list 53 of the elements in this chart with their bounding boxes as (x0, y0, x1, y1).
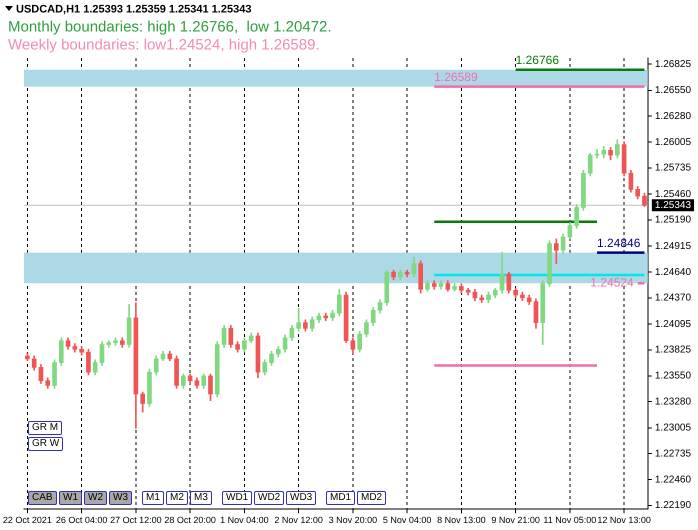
chart-title: USDCAD,H1 1.25393 1.25359 1.25341 1.25343 (16, 4, 252, 16)
annotation: M1 (142, 491, 164, 506)
y-tick-label: 1.25735 (654, 162, 692, 174)
x-tick-label: 3 Nov 20:00 (328, 515, 378, 526)
annotation: WD1 (222, 491, 252, 506)
y-tick-label: 1.22460 (654, 474, 692, 486)
text: Weekly boundaries: low1.24524, high 1.26589. (8, 36, 320, 54)
annotation: M2 (166, 491, 188, 506)
series-label: 1.26589 (434, 70, 478, 84)
candlestick (594, 149, 600, 158)
x-tick-label: 2 Nov 12:00 (274, 515, 323, 526)
y-tick-label: 1.23280 (654, 396, 692, 408)
annotation: WD3 (286, 491, 316, 506)
ref-line-label: 1.25343 (654, 200, 692, 212)
y-tick-label: 1.26280 (654, 110, 692, 122)
annotation: MD1 (326, 491, 356, 506)
x-tick-label: 8 Nov 13:00 (437, 515, 486, 526)
y-tick-label: 1.26005 (654, 136, 692, 148)
y-tick-label: 1.25460 (654, 188, 692, 200)
y-tick-label: 1.26825 (654, 58, 692, 70)
x-tick-label: 9 Nov 21:00 (491, 515, 540, 526)
x-tick-label: 1 Nov 04:00 (220, 515, 269, 526)
y-tick-label: 1.25190 (654, 214, 692, 226)
annotation: GR W (28, 437, 64, 452)
annotation: WD2 (254, 491, 284, 506)
y-tick-label: 1.26550 (654, 85, 692, 96)
x-tick-label: 27 Oct 12:00 (110, 515, 162, 526)
annotation: W2 (84, 491, 107, 506)
y-tick-label: 1.22190 (654, 500, 692, 512)
y-tick-label: 1.24370 (654, 292, 692, 304)
annotation: GR M (28, 421, 62, 436)
y-tick-label: 1.24095 (654, 318, 692, 330)
x-tick-label: 26 Oct 04:00 (56, 515, 108, 526)
annotation: M3 (190, 491, 212, 506)
annotation: CAB (28, 491, 57, 506)
series-label: 1.24846 (596, 236, 641, 250)
y-tick-label: 1.23005 (654, 422, 692, 434)
text: Monthly boundaries: high 1.26766, low 1.20472. (8, 18, 332, 36)
y-tick-label: 1.24640 (654, 266, 692, 278)
y-tick-label: 1.23825 (654, 344, 692, 356)
y-tick-label: 1.24915 (654, 240, 692, 252)
x-tick-label: 28 Oct 20:00 (164, 515, 216, 526)
y-tick-label: 1.23550 (654, 370, 692, 382)
annotation: W3 (109, 491, 132, 506)
series-label: 1.24524 (590, 276, 634, 290)
annotation: MD2 (357, 491, 386, 506)
x-tick-label: 11 Nov 05:00 (543, 515, 596, 526)
x-tick-label: 22 Oct 2021 (2, 515, 52, 526)
x-tick-label: 12 Nov 13:00 (597, 515, 651, 526)
series-label: 1.26766 (516, 53, 560, 68)
x-tick-label: 5 Nov 04:00 (382, 515, 432, 526)
y-tick-label: 1.22735 (654, 448, 692, 460)
annotation: W1 (59, 491, 82, 506)
